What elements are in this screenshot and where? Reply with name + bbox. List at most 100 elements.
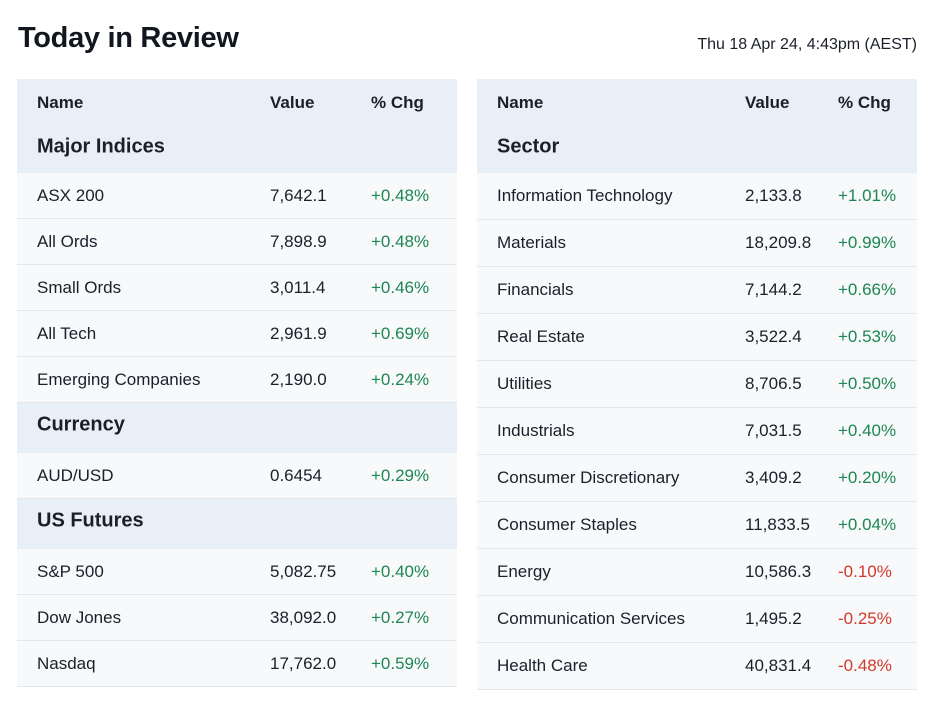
row-value: 17,762.0 (270, 653, 337, 673)
section-title: Sector (497, 135, 560, 158)
table-row[interactable]: Health Care 40,831.4 -0.48% (477, 643, 917, 690)
table-row[interactable]: Real Estate 3,522.4 +0.53% (477, 314, 917, 361)
row-name[interactable]: Real Estate (497, 327, 585, 346)
table-row[interactable]: Utilities 8,706.5 +0.50% (477, 361, 917, 408)
row-value: 3,522.4 (745, 327, 802, 346)
page-title: Today in Review (18, 22, 239, 54)
row-change: +0.24% (371, 369, 430, 389)
table-row[interactable]: Small Ords 3,011.4 +0.46% (17, 265, 457, 311)
section-heading: Sector (477, 125, 917, 173)
table-row[interactable]: Materials 18,209.8 +0.99% (477, 220, 917, 267)
table-row[interactable]: AUD/USD 0.6454 +0.29% (17, 453, 457, 499)
market-indices-table: Name Value % Chg Major Indices ASX 200 7,… (17, 79, 457, 687)
table-row[interactable]: ASX 200 7,642.1 +0.48% (17, 173, 457, 219)
row-name[interactable]: Dow Jones (37, 607, 122, 627)
table-row[interactable]: All Tech 2,961.9 +0.69% (17, 311, 457, 357)
table-row[interactable]: Financials 7,144.2 +0.66% (477, 267, 917, 314)
row-change: +0.53% (838, 327, 897, 346)
table-row[interactable]: Emerging Companies 2,190.0 +0.24% (17, 357, 457, 403)
row-change: +0.50% (838, 374, 897, 393)
row-change: +0.48% (371, 185, 430, 205)
row-change: +0.48% (371, 231, 430, 251)
row-name[interactable]: AUD/USD (37, 465, 114, 485)
row-name[interactable]: All Ords (37, 231, 98, 251)
row-value: 8,706.5 (745, 374, 802, 393)
section-heading: US Futures (17, 499, 457, 549)
table-row[interactable]: Communication Services 1,495.2 -0.25% (477, 596, 917, 643)
row-change: +0.59% (371, 653, 430, 673)
row-name[interactable]: Energy (497, 562, 551, 581)
row-name[interactable]: ASX 200 (37, 185, 105, 205)
section-heading: Major Indices (17, 125, 457, 173)
row-value: 3,011.4 (270, 277, 326, 297)
row-name[interactable]: Emerging Companies (37, 369, 201, 389)
row-name[interactable]: Industrials (497, 421, 575, 440)
row-value: 7,642.1 (270, 185, 327, 205)
row-value: 7,031.5 (745, 421, 802, 440)
column-header-value[interactable]: Value (270, 93, 315, 112)
row-name[interactable]: Consumer Discretionary (497, 468, 680, 487)
row-value: 5,082.75 (270, 561, 337, 581)
row-value: 2,133.8 (745, 186, 802, 205)
row-name[interactable]: Utilities (497, 374, 552, 393)
row-value: 38,092.0 (270, 607, 337, 627)
row-change: +0.40% (371, 561, 430, 581)
table-row[interactable]: Dow Jones 38,092.0 +0.27% (17, 595, 457, 641)
row-change: +0.29% (371, 465, 430, 485)
section-title: Major Indices (37, 135, 165, 158)
row-change: -0.25% (838, 609, 892, 628)
row-change: +0.20% (838, 468, 897, 487)
row-change: +0.69% (371, 323, 430, 343)
table-row[interactable]: All Ords 7,898.9 +0.48% (17, 219, 457, 265)
table-row[interactable]: Consumer Staples 11,833.5 +0.04% (477, 502, 917, 549)
table-row[interactable]: S&P 500 5,082.75 +0.40% (17, 549, 457, 595)
row-value: 7,144.2 (745, 280, 802, 299)
column-header-change[interactable]: % Chg (371, 93, 424, 112)
row-name[interactable]: Small Ords (37, 277, 122, 297)
row-name[interactable]: Materials (497, 233, 566, 252)
table-row[interactable]: Industrials 7,031.5 +0.40% (477, 408, 917, 455)
row-name[interactable]: Consumer Staples (497, 515, 637, 534)
row-value: 2,961.9 (270, 323, 327, 343)
row-value: 10,586.3 (745, 562, 812, 581)
sector-table: Name Value % Chg Sector Information Tech… (477, 79, 917, 690)
column-header-name[interactable]: Name (497, 93, 544, 112)
row-change: -0.48% (838, 656, 892, 675)
row-change: +1.01% (838, 186, 897, 205)
row-change: +0.40% (838, 421, 897, 440)
column-header-value[interactable]: Value (745, 93, 790, 112)
row-name[interactable]: Financials (497, 280, 574, 299)
table-row[interactable]: Consumer Discretionary 3,409.2 +0.20% (477, 455, 917, 502)
row-value: 18,209.8 (745, 233, 812, 252)
table-header: Name Value % Chg (477, 79, 917, 129)
row-name[interactable]: All Tech (37, 323, 97, 343)
row-change: +0.99% (838, 233, 897, 252)
table-row[interactable]: Energy 10,586.3 -0.10% (477, 549, 917, 596)
column-header-change[interactable]: % Chg (838, 93, 891, 112)
row-value: 40,831.4 (745, 656, 812, 675)
row-name[interactable]: S&P 500 (37, 561, 104, 581)
row-name[interactable]: Communication Services (497, 609, 686, 628)
row-name[interactable]: Health Care (497, 656, 588, 675)
table-header: Name Value % Chg (17, 79, 457, 129)
row-value: 3,409.2 (745, 468, 802, 487)
row-value: 11,833.5 (745, 515, 810, 534)
row-name[interactable]: Information Technology (497, 186, 673, 205)
section-heading: Currency (17, 403, 457, 453)
row-change: +0.46% (371, 277, 430, 297)
row-change: +0.66% (838, 280, 897, 299)
table-row[interactable]: Nasdaq 17,762.0 +0.59% (17, 641, 457, 687)
timestamp: Thu 18 Apr 24, 4:43pm (AEST) (697, 36, 917, 53)
row-change: +0.27% (371, 607, 430, 627)
row-value: 1,495.2 (745, 609, 802, 628)
row-value: 2,190.0 (270, 369, 327, 389)
row-change: -0.10% (838, 562, 892, 581)
row-name[interactable]: Nasdaq (37, 653, 96, 673)
column-header-name[interactable]: Name (37, 93, 84, 112)
section-title: Currency (37, 413, 125, 436)
section-title: US Futures (37, 509, 144, 532)
row-value: 7,898.9 (270, 231, 327, 251)
row-change: +0.04% (838, 515, 897, 534)
row-value: 0.6454 (270, 465, 322, 485)
table-row[interactable]: Information Technology 2,133.8 +1.01% (477, 173, 917, 220)
